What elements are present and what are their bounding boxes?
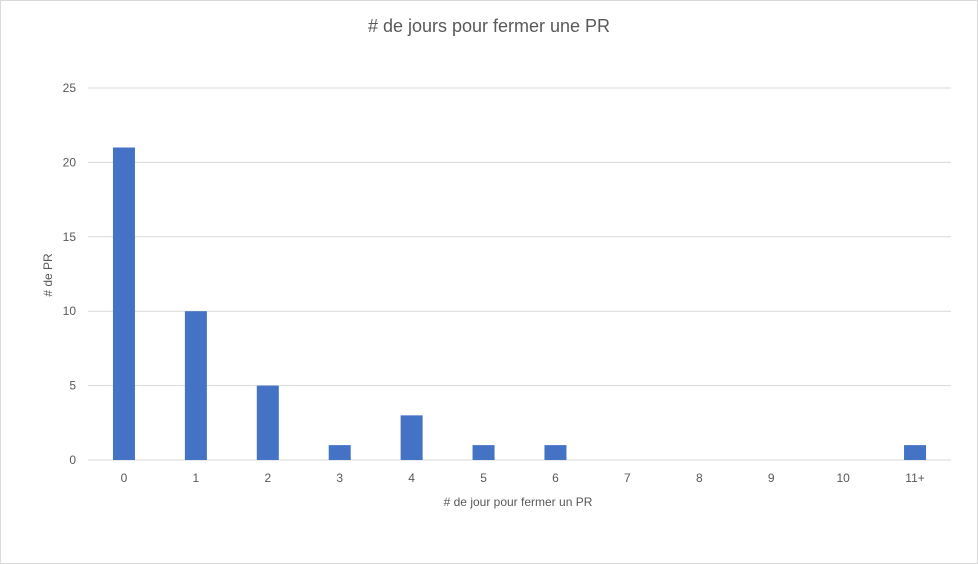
x-tick-label: 5: [480, 471, 487, 485]
bar-0: [112, 147, 135, 460]
x-tick-label: 3: [336, 471, 343, 485]
x-tick-label: 7: [624, 471, 631, 485]
bars: [112, 147, 927, 460]
x-tick-label: 8: [696, 471, 703, 485]
y-tick-label: 10: [63, 304, 77, 318]
bar-6: [544, 445, 567, 460]
x-tick-label: 0: [121, 471, 128, 485]
gridlines: [88, 87, 951, 461]
x-tick-label: 9: [768, 471, 775, 485]
y-axis-title: # de PR: [41, 253, 55, 297]
bar-5: [472, 445, 495, 460]
bar-2: [256, 385, 279, 460]
x-axis-title: # de jour pour fermer un PR: [444, 495, 593, 509]
y-tick-labels: 0 5 10 15 20 25: [63, 81, 77, 467]
x-tick-labels: 0 1 2 3 4 5 6 7 8 9 10 11+: [121, 471, 925, 485]
y-tick-label: 15: [63, 230, 77, 244]
x-tick-label: 1: [193, 471, 200, 485]
y-tick-label: 20: [63, 155, 77, 169]
x-tick-label: 11+: [905, 471, 924, 485]
x-tick-label: 10: [836, 471, 850, 485]
x-tick-label: 4: [408, 471, 415, 485]
bar-1: [184, 311, 207, 460]
y-tick-label: 25: [63, 81, 77, 95]
x-tick-label: 2: [264, 471, 271, 485]
bar-3: [328, 445, 351, 460]
y-tick-label: 0: [69, 453, 76, 467]
y-tick-label: 5: [69, 379, 76, 393]
bar-4: [400, 415, 423, 460]
chart-title: # de jours pour fermer une PR: [368, 16, 610, 36]
x-tick-label: 6: [552, 471, 559, 485]
bar-11plus: [904, 445, 927, 460]
